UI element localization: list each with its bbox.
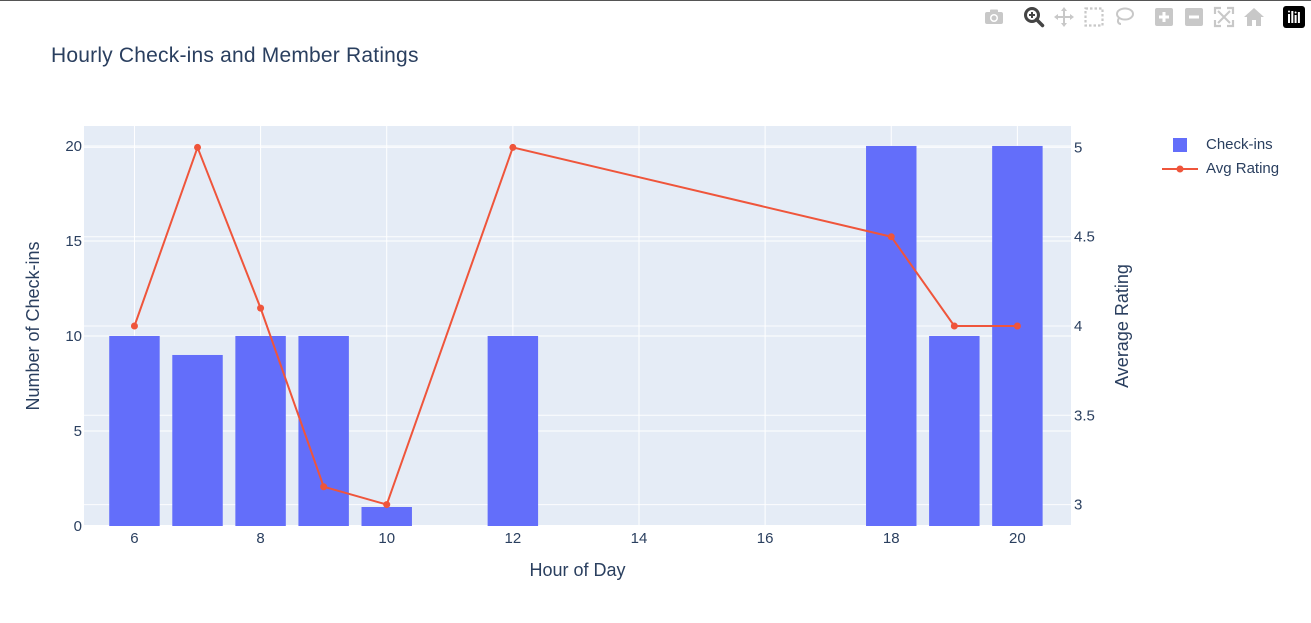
bar-checkins-20[interactable] xyxy=(992,145,1043,526)
x-tick-label: 20 xyxy=(1009,530,1026,547)
legend-item-checkins[interactable]: Check-ins xyxy=(1160,133,1300,157)
point-avg-rating-7[interactable] xyxy=(194,143,202,151)
y2-tick-label: 4 xyxy=(1074,318,1082,335)
reset-axes-icon[interactable] xyxy=(1242,5,1266,29)
legend-swatch-checkins xyxy=(1173,138,1187,152)
axis-ticks: 6 8 10 12 14 16 18 20 0 5 10 15 20 3 3.5 4 4.5 5 xyxy=(65,138,1095,547)
legend-label-checkins: Check-ins xyxy=(1206,136,1273,153)
bar-checkins-18[interactable] xyxy=(866,145,917,526)
box-select-icon[interactable] xyxy=(1082,5,1106,29)
x-tick-label: 12 xyxy=(505,530,522,547)
pan-icon[interactable] xyxy=(1052,5,1076,29)
point-avg-rating-8[interactable] xyxy=(257,304,265,312)
x-tick-label: 16 xyxy=(757,530,774,547)
y2-tick-label: 3 xyxy=(1074,497,1082,514)
legend-label-avg-rating: Avg Rating xyxy=(1206,160,1280,177)
x-tick-label: 10 xyxy=(378,530,395,547)
bar-checkins-10[interactable] xyxy=(361,506,412,526)
point-avg-rating-18[interactable] xyxy=(887,233,895,241)
bars-checkins xyxy=(109,145,1043,526)
y-tick-label: 5 xyxy=(74,423,82,440)
x-tick-label: 6 xyxy=(130,530,138,547)
chart-title: Hourly Check-ins and Member Ratings xyxy=(51,44,419,67)
legend-item-avg-rating[interactable]: Avg Rating xyxy=(1160,157,1300,181)
y-tick-label: 15 xyxy=(65,233,82,250)
bar-checkins-7[interactable] xyxy=(172,354,223,526)
bar-checkins-6[interactable] xyxy=(109,335,160,526)
y2-tick-label: 3.5 xyxy=(1074,407,1095,424)
bar-checkins-19[interactable] xyxy=(929,335,980,526)
point-avg-rating-19[interactable] xyxy=(950,322,958,330)
y-axis-label: Number of Check-ins xyxy=(23,241,43,410)
point-avg-rating-20[interactable] xyxy=(1013,322,1021,330)
legend: Check-ins Avg Rating xyxy=(1160,133,1300,181)
point-avg-rating-10[interactable] xyxy=(383,501,391,509)
y-tick-label: 20 xyxy=(65,138,82,155)
zoom-icon[interactable] xyxy=(1022,5,1046,29)
legend-swatch-avg-rating xyxy=(1176,165,1184,173)
camera-icon[interactable] xyxy=(982,5,1006,29)
x-axis-label: Hour of Day xyxy=(529,560,625,580)
plotly-logo-icon[interactable] xyxy=(1282,5,1306,29)
autoscale-icon[interactable] xyxy=(1212,5,1236,29)
point-avg-rating-12[interactable] xyxy=(509,143,517,151)
y2-axis-label: Average Rating xyxy=(1112,264,1132,388)
zoom-out-icon[interactable] xyxy=(1182,5,1206,29)
point-avg-rating-9[interactable] xyxy=(320,483,328,491)
y-tick-label: 0 xyxy=(74,518,82,535)
x-tick-label: 14 xyxy=(631,530,648,547)
zoom-in-icon[interactable] xyxy=(1152,5,1176,29)
line-avg-rating xyxy=(130,143,1021,509)
modebar-toolbar xyxy=(978,5,1308,29)
bar-checkins-8[interactable] xyxy=(235,335,286,526)
x-tick-label: 18 xyxy=(883,530,900,547)
x-tick-label: 8 xyxy=(256,530,264,547)
window-top-border xyxy=(0,0,1311,1)
point-avg-rating-6[interactable] xyxy=(130,322,138,330)
y2-tick-label: 4.5 xyxy=(1074,229,1095,246)
bar-checkins-12[interactable] xyxy=(487,335,539,526)
y-tick-label: 10 xyxy=(65,328,82,345)
bar-checkins-9[interactable] xyxy=(298,335,349,526)
lasso-select-icon[interactable] xyxy=(1112,5,1136,29)
y2-tick-label: 5 xyxy=(1074,139,1082,156)
